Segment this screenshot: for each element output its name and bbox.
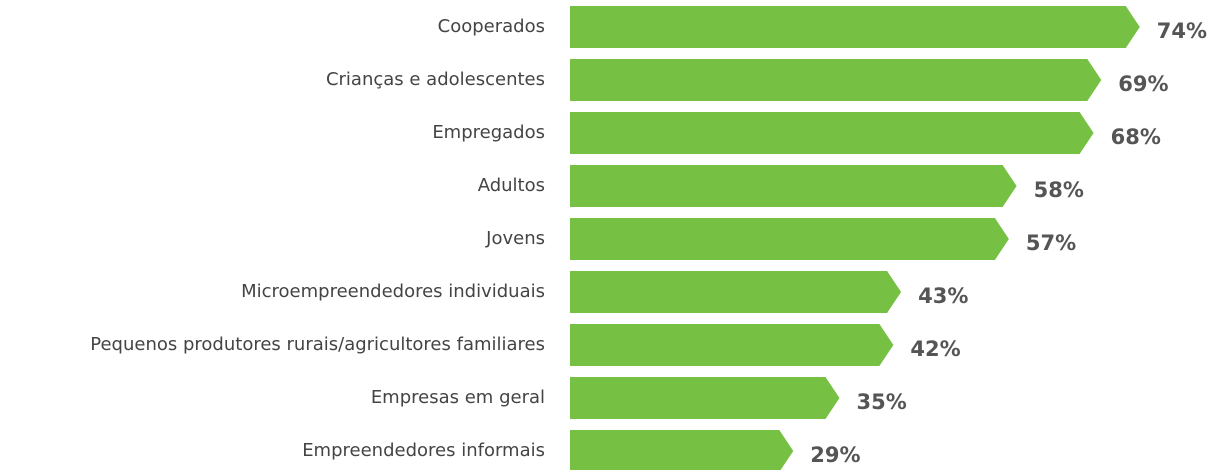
- category-label: Jovens: [485, 228, 545, 249]
- bar: [570, 6, 1140, 48]
- value-label: 57%: [1026, 231, 1076, 255]
- value-label: 74%: [1157, 19, 1207, 43]
- category-label: Crianças e adolescentes: [326, 69, 545, 90]
- value-label: 35%: [857, 390, 907, 414]
- bar: [570, 271, 902, 313]
- bar: [570, 377, 840, 419]
- bar: [570, 165, 1017, 207]
- value-label: 68%: [1111, 125, 1161, 149]
- category-label: Empresas em geral: [371, 387, 545, 408]
- bar: [570, 218, 1009, 260]
- category-label: Microempreendedores individuais: [241, 281, 545, 302]
- bar: [570, 59, 1102, 101]
- category-label: Empregados: [432, 122, 545, 143]
- value-label: 29%: [810, 443, 860, 467]
- category-label: Cooperados: [438, 16, 545, 37]
- category-label: Adultos: [478, 175, 545, 196]
- value-label: 43%: [918, 284, 968, 308]
- bar: [570, 112, 1094, 154]
- value-label: 58%: [1034, 178, 1084, 202]
- bar: [570, 324, 894, 366]
- bar: [570, 430, 794, 470]
- category-label: Empreendedores informais: [302, 440, 545, 461]
- value-label: 42%: [910, 337, 960, 361]
- category-label: Pequenos produtores rurais/agricultores …: [90, 334, 545, 355]
- value-label: 69%: [1118, 72, 1168, 96]
